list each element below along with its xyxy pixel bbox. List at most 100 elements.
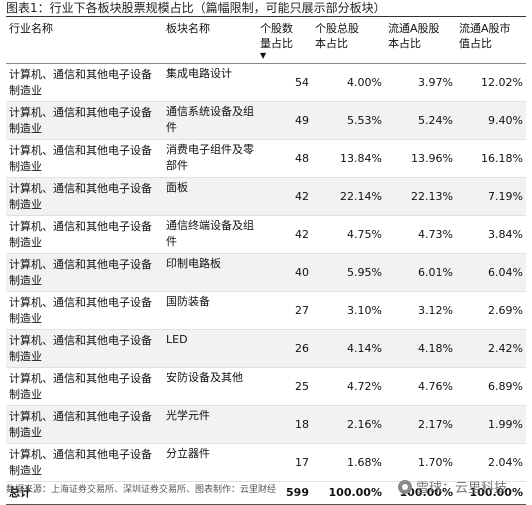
sector-cell: 安防设备及其他: [163, 367, 257, 406]
table-row: 计算机、通信和其他电子设备制造业 分立器件 17 1.68% 1.70% 2.0…: [6, 443, 526, 482]
header-total-shares-line1: 个股总股: [315, 22, 359, 35]
table-row: 计算机、通信和其他电子设备制造业 消费电子组件及零部件 48 13.84% 13…: [6, 139, 526, 178]
industry-cell: 计算机、通信和其他电子设备制造业: [6, 291, 163, 330]
header-stock-count[interactable]: 个股数 量占比 ▼: [257, 18, 312, 64]
float-mktcap-cell: 3.84%: [456, 215, 526, 254]
total-shares-cell: 5.95%: [312, 253, 385, 292]
total-shares-cell: 4.75%: [312, 215, 385, 254]
total-shares-cell: 2.16%: [312, 405, 385, 444]
float-shares-cell: 3.12%: [385, 291, 456, 330]
table-row: 计算机、通信和其他电子设备制造业 面板 42 22.14% 22.13% 7.1…: [6, 177, 526, 216]
float-shares-cell: 4.18%: [385, 329, 456, 368]
sector-cell: 分立器件: [163, 443, 257, 482]
count-cell: 40: [257, 253, 312, 292]
industry-cell: 计算机、通信和其他电子设备制造业: [6, 329, 163, 368]
table-row: 计算机、通信和其他电子设备制造业 安防设备及其他 25 4.72% 4.76% …: [6, 367, 526, 406]
header-industry: 行业名称: [6, 18, 163, 64]
float-mktcap-cell: 2.04%: [456, 443, 526, 482]
header-float-mktcap-line2: 值占比: [459, 37, 492, 50]
float-mktcap-cell: 9.40%: [456, 101, 526, 140]
industry-cell: 计算机、通信和其他电子设备制造业: [6, 253, 163, 292]
float-shares-cell: 3.97%: [385, 63, 456, 102]
count-cell: 54: [257, 63, 312, 102]
total-total-shares: 100.00%: [312, 481, 385, 505]
count-cell: 27: [257, 291, 312, 330]
total-shares-cell: 4.00%: [312, 63, 385, 102]
table-body: 计算机、通信和其他电子设备制造业 集成电路设计 54 4.00% 3.97% 1…: [6, 63, 526, 505]
sector-cell: 国防装备: [163, 291, 257, 330]
table-row: 计算机、通信和其他电子设备制造业 集成电路设计 54 4.00% 3.97% 1…: [6, 63, 526, 102]
float-mktcap-cell: 6.89%: [456, 367, 526, 406]
float-shares-cell: 13.96%: [385, 139, 456, 178]
watermark-text: 雪球：云里科技: [416, 481, 508, 496]
table-row: 计算机、通信和其他电子设备制造业 LED 26 4.14% 4.18% 2.42…: [6, 329, 526, 368]
sort-desc-icon[interactable]: ▼: [260, 51, 267, 60]
total-shares-cell: 4.14%: [312, 329, 385, 368]
float-shares-cell: 1.70%: [385, 443, 456, 482]
table-row: 计算机、通信和其他电子设备制造业 通信系统设备及组件 49 5.53% 5.24…: [6, 101, 526, 140]
float-mktcap-cell: 6.04%: [456, 253, 526, 292]
header-float-mktcap-line1: 流通A股市: [459, 22, 511, 35]
float-shares-cell: 22.13%: [385, 177, 456, 216]
source-note: 数据来源：上海证券交易所、深圳证券交易所、图表制作：云里财经: [6, 485, 277, 495]
count-cell: 25: [257, 367, 312, 406]
count-cell: 18: [257, 405, 312, 444]
total-shares-cell: 22.14%: [312, 177, 385, 216]
title-divider: [6, 16, 526, 17]
float-shares-cell: 2.17%: [385, 405, 456, 444]
total-shares-cell: 3.10%: [312, 291, 385, 330]
header-stock-count-line1: 个股数: [260, 22, 293, 35]
sector-cell: 印制电路板: [163, 253, 257, 292]
float-mktcap-cell: 16.18%: [456, 139, 526, 178]
industry-cell: 计算机、通信和其他电子设备制造业: [6, 215, 163, 254]
snowball-logo-icon: [398, 479, 412, 494]
sector-cell: 光学元件: [163, 405, 257, 444]
header-total-shares: 个股总股 本占比: [312, 18, 385, 64]
header-row: 行业名称 板块名称 个股数 量占比 ▼ 个股总股 本占比 流通A股股 本占比 流…: [6, 18, 526, 64]
industry-cell: 计算机、通信和其他电子设备制造业: [6, 101, 163, 140]
sector-cell: 面板: [163, 177, 257, 216]
industry-cell: 计算机、通信和其他电子设备制造业: [6, 443, 163, 482]
industry-cell: 计算机、通信和其他电子设备制造业: [6, 367, 163, 406]
float-shares-cell: 5.24%: [385, 101, 456, 140]
float-mktcap-cell: 2.69%: [456, 291, 526, 330]
header-sector: 板块名称: [163, 18, 257, 64]
header-float-shares-line2: 本占比: [388, 37, 421, 50]
industry-cell: 计算机、通信和其他电子设备制造业: [6, 405, 163, 444]
header-stock-count-line2: 量占比: [260, 37, 293, 50]
header-total-shares-line2: 本占比: [315, 37, 348, 50]
table-row: 计算机、通信和其他电子设备制造业 通信终端设备及组件 42 4.75% 4.73…: [6, 215, 526, 254]
count-cell: 17: [257, 443, 312, 482]
total-shares-cell: 5.53%: [312, 101, 385, 140]
table-row: 计算机、通信和其他电子设备制造业 国防装备 27 3.10% 3.12% 2.6…: [6, 291, 526, 330]
float-shares-cell: 4.76%: [385, 367, 456, 406]
sector-cell: 通信系统设备及组件: [163, 101, 257, 140]
watermark: 雪球：云里科技: [398, 477, 507, 496]
count-cell: 49: [257, 101, 312, 140]
sector-cell: 集成电路设计: [163, 63, 257, 102]
count-cell: 48: [257, 139, 312, 178]
float-mktcap-cell: 12.02%: [456, 63, 526, 102]
industry-cell: 计算机、通信和其他电子设备制造业: [6, 139, 163, 178]
count-cell: 42: [257, 177, 312, 216]
float-mktcap-cell: 7.19%: [456, 177, 526, 216]
count-cell: 42: [257, 215, 312, 254]
industry-cell: 计算机、通信和其他电子设备制造业: [6, 177, 163, 216]
float-mktcap-cell: 2.42%: [456, 329, 526, 368]
total-shares-cell: 13.84%: [312, 139, 385, 178]
total-shares-cell: 1.68%: [312, 443, 385, 482]
header-float-mktcap: 流通A股市 值占比: [456, 18, 526, 64]
count-cell: 26: [257, 329, 312, 368]
float-shares-cell: 4.73%: [385, 215, 456, 254]
float-mktcap-cell: 1.99%: [456, 405, 526, 444]
table-title: 图表1：行业下各板块股票规模占比（篇幅限制，可能只展示部分板块）: [6, 1, 386, 15]
industry-cell: 计算机、通信和其他电子设备制造业: [6, 63, 163, 102]
table-row: 计算机、通信和其他电子设备制造业 光学元件 18 2.16% 2.17% 1.9…: [6, 405, 526, 444]
float-shares-cell: 6.01%: [385, 253, 456, 292]
sector-cell: 通信终端设备及组件: [163, 215, 257, 254]
total-shares-cell: 4.72%: [312, 367, 385, 406]
table-row: 计算机、通信和其他电子设备制造业 印制电路板 40 5.95% 6.01% 6.…: [6, 253, 526, 292]
header-float-shares-line1: 流通A股股: [388, 22, 440, 35]
sector-share-table: 行业名称 板块名称 个股数 量占比 ▼ 个股总股 本占比 流通A股股 本占比 流…: [6, 18, 526, 505]
